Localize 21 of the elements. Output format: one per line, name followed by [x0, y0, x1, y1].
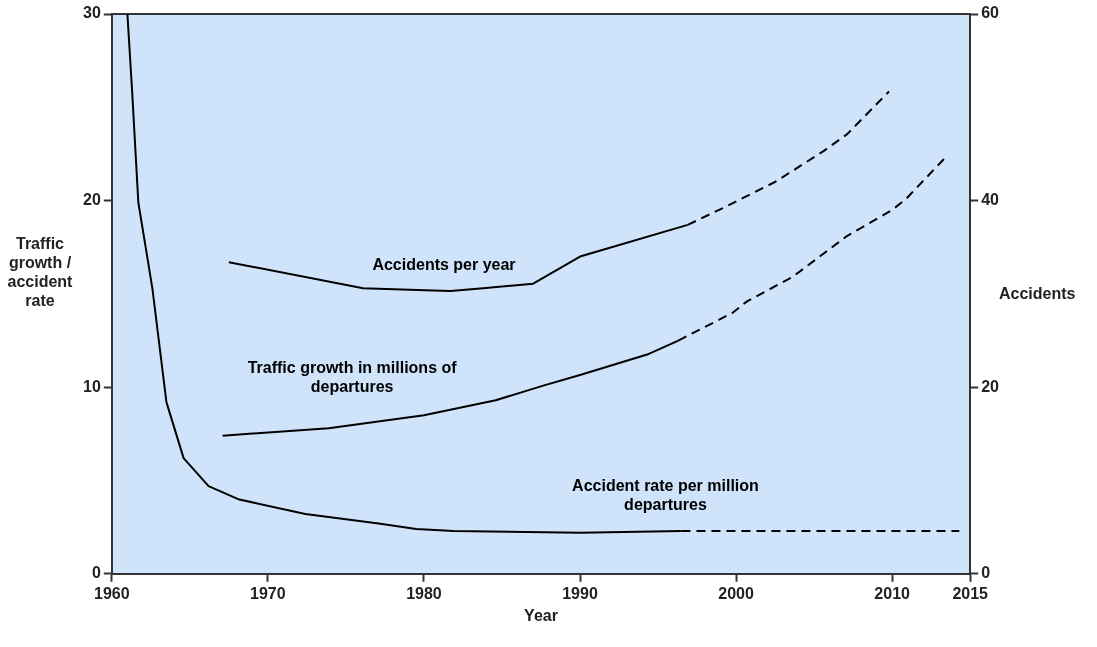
y-axis-title: Traffic growth / accident rate — [6, 233, 74, 311]
series-label: Traffic growth in millions of departures — [246, 358, 458, 397]
y-tick-label: 0 — [91, 564, 101, 582]
y2-tick-label: 0 — [981, 564, 991, 582]
x-tick-label: 1970 — [250, 584, 286, 602]
x-tick-label: 1990 — [562, 584, 598, 602]
y2-tick-label: 40 — [981, 191, 1000, 209]
series-label: Accident rate per million departures — [571, 475, 760, 515]
x-tick-label: 1960 — [94, 584, 130, 602]
y2-tick-label: 60 — [981, 4, 1000, 22]
x-tick-label: 2000 — [718, 584, 754, 602]
x-tick-label: 2015 — [952, 584, 989, 602]
y2-axis-title: Accidents — [997, 283, 1077, 304]
y-tick-label: 30 — [83, 4, 101, 22]
x-tick-label: 1980 — [406, 584, 442, 602]
y-tick-label: 20 — [83, 191, 101, 209]
y-tick-label: 10 — [83, 377, 101, 395]
series-label: Accidents per year — [371, 254, 517, 274]
x-tick-label: 2010 — [874, 584, 911, 602]
x-axis-title: Year — [523, 605, 559, 625]
y2-tick-label: 20 — [981, 377, 1000, 395]
